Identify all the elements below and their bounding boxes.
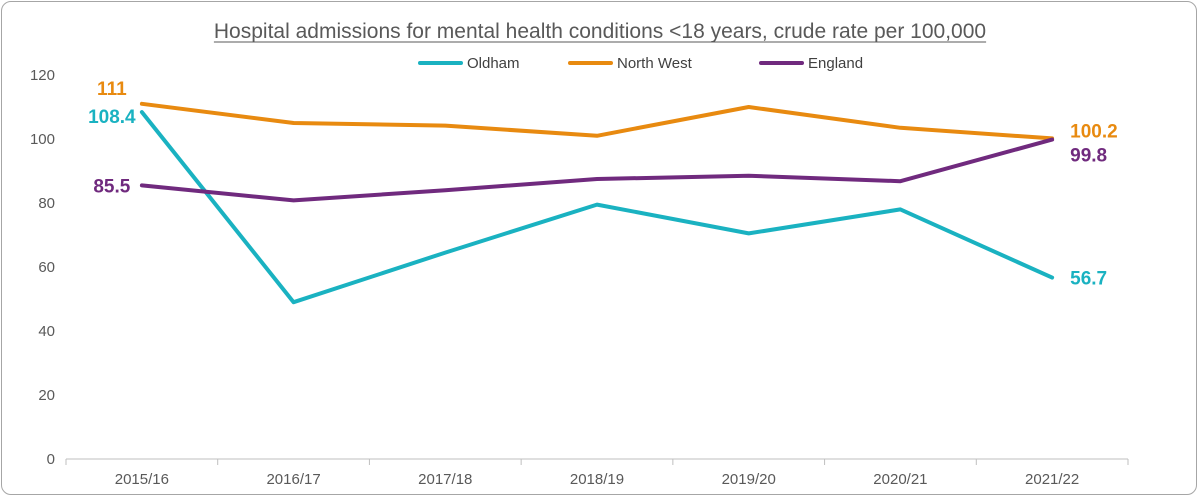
- series-line-north-west: [139, 101, 1055, 141]
- y-tick-label: 100: [30, 131, 55, 148]
- x-tick-label: 2016/17: [266, 471, 320, 488]
- chart-title: Hospital admissions for mental health co…: [214, 20, 986, 43]
- x-tick-label: 2015/16: [115, 471, 169, 488]
- y-tick-label: 60: [38, 259, 55, 276]
- y-tick-label: 120: [30, 67, 55, 84]
- data-labels: 108.4 56.7 111 100.2 85.5 99.8: [88, 79, 1118, 290]
- data-label: 85.5: [93, 176, 130, 197]
- y-tick-label: 0: [47, 451, 55, 468]
- x-tick-label: 2021/22: [1025, 471, 1079, 488]
- legend-label: England: [808, 55, 863, 72]
- y-tick-label: 40: [38, 323, 55, 340]
- x-tick-label: 2018/19: [570, 471, 624, 488]
- x-axis: 2015/16 2016/17 2017/18 2018/19 2019/20 2020/…: [65, 458, 1129, 488]
- y-axis: 0 20 40 60 80 100 120: [30, 67, 55, 468]
- data-label: 111: [97, 79, 127, 100]
- x-tick-label: 2020/21: [873, 471, 927, 488]
- y-tick-label: 80: [38, 195, 55, 212]
- series-lines: [139, 101, 1055, 305]
- data-label: 100.2: [1070, 121, 1118, 142]
- series-line-england: [139, 137, 1055, 203]
- x-tick-label: 2019/20: [722, 471, 776, 488]
- legend: Oldham North West England: [418, 55, 863, 72]
- legend-label: North West: [617, 55, 693, 72]
- legend-label: Oldham: [467, 55, 520, 72]
- data-label: 108.4: [88, 107, 136, 128]
- data-label: 99.8: [1070, 146, 1107, 167]
- x-tick-label: 2017/18: [418, 471, 472, 488]
- y-tick-label: 20: [38, 387, 55, 404]
- series-line-oldham: [139, 110, 1055, 305]
- data-label: 56.7: [1070, 269, 1107, 290]
